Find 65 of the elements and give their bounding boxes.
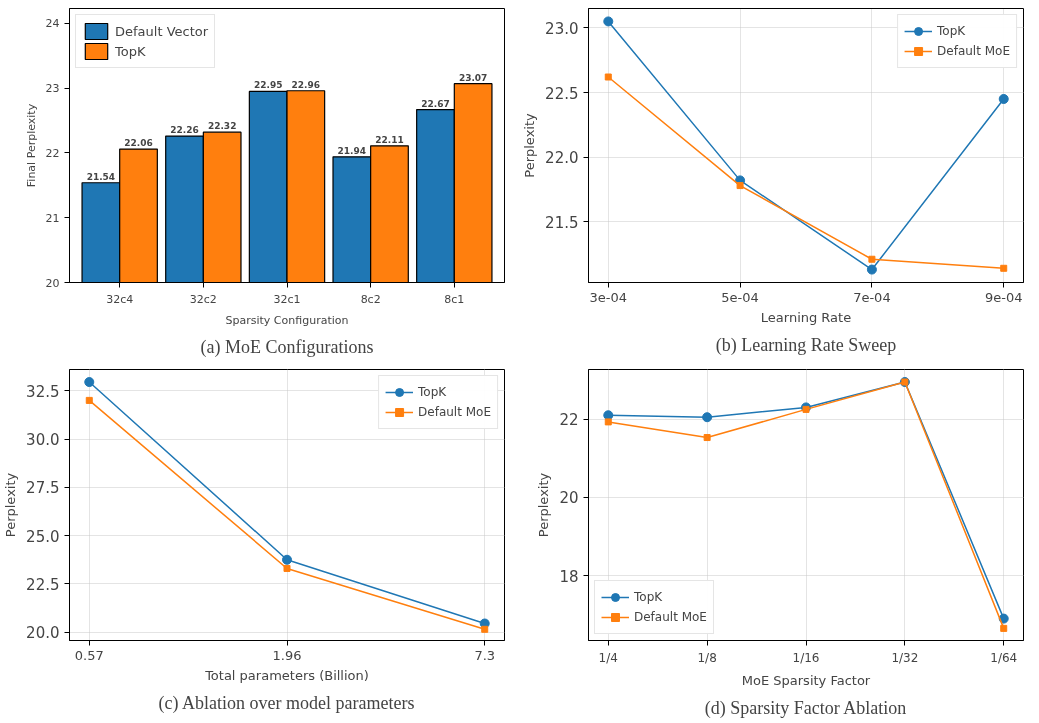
x-tick-label: 9e-04 [984,289,1023,305]
y-tick-label: 30.0 [26,431,60,450]
data-label: 22.67 [421,98,450,109]
y-tick-label: 27.5 [26,479,60,498]
x-tick-label: 1/64 [990,650,1018,665]
x-axis-title: MoE Sparsity Factor [741,672,871,688]
x-tick-label: 1.96 [272,647,302,663]
data-label: 22.11 [375,134,404,145]
legend-label: TopK [418,385,447,399]
y-tick-label: 20.0 [26,624,60,643]
x-axis-title: Total parameters (Billion) [204,667,369,683]
x-tick-label: 8c2 [360,292,381,306]
y-axis-title: Perplexity [536,472,552,538]
legend-label: Default Vector [115,23,209,39]
y-tick-label: 22.5 [26,575,60,594]
y-tick-label: 25.0 [26,527,60,546]
y-tick-label: 21 [45,211,60,225]
y-axis-title: Final Perplexity [24,103,38,188]
data-label: 21.94 [337,145,367,156]
x-tick-label: 7e-04 [853,289,891,305]
data-label: 22.95 [253,80,283,91]
y-tick-label: 23 [45,82,60,96]
x-tick-label: 3e-04 [589,289,628,305]
y-tick-label: 20 [45,276,60,290]
legend-label: Default MoE [937,44,1010,58]
y-axis-title: Perplexity [3,472,19,538]
data-label: 23.07 [458,72,488,83]
y-tick-label: 20 [559,489,579,508]
legend-label: TopK [634,590,663,604]
x-tick-label: 5e-04 [721,289,759,305]
data-label: 22.26 [170,125,199,136]
y-axis-title: Perplexity [522,112,538,178]
y-tick-label: 18 [559,567,579,586]
data-label: 22.06 [124,138,153,149]
x-tick-label: 1/4 [598,650,618,665]
y-tick-label: 24 [45,17,60,31]
x-tick-label: 32c2 [189,292,217,306]
data-label: 22.32 [207,121,237,132]
x-tick-label: 7.3 [474,647,496,663]
y-tick-label: 21.5 [545,213,579,232]
data-label: 21.54 [86,171,116,182]
y-tick-label: 22 [559,411,579,430]
x-tick-label: 32c1 [273,292,301,306]
y-tick-label: 32.5 [26,382,60,401]
y-tick-label: 22.5 [545,84,579,103]
text: (d) Sparsity Factor Ablation [704,697,907,719]
text: (a) MoE Configurations [200,336,374,358]
text: (b) Learning Rate Sweep [715,334,897,356]
y-tick-label: 22.0 [545,149,579,168]
x-tick-label: 8c1 [444,292,465,306]
x-axis-title: Learning Rate [760,309,852,325]
x-tick-label: 1/16 [792,650,820,665]
legend-label: Default MoE [418,405,491,419]
x-tick-label: 32c4 [106,292,134,306]
x-tick-label: 0.57 [74,647,104,663]
legend-label: TopK [115,43,146,59]
data-label: 22.96 [291,79,321,90]
y-tick-label: 23.0 [545,19,579,38]
legend-label: Default MoE [634,610,707,624]
y-tick-label: 22 [45,146,60,160]
x-tick-label: 1/8 [697,650,717,665]
x-axis-title: Sparsity Configuration [225,313,349,327]
x-tick-label: 1/32 [891,650,919,665]
legend-label: TopK [937,24,966,38]
text: (c) Ablation over model parameters [158,692,415,714]
